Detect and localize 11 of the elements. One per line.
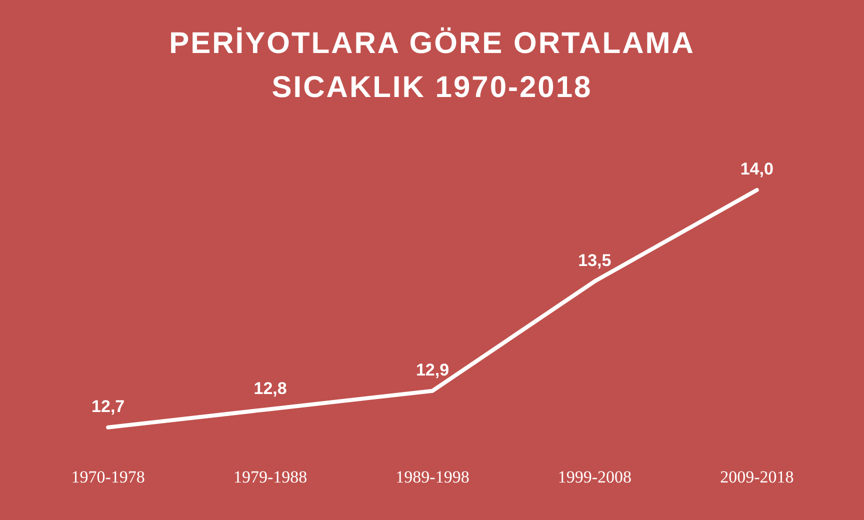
data-label: 12,8 [254, 378, 287, 398]
x-tick-label: 1979-1988 [233, 467, 308, 486]
data-label: 13,5 [578, 250, 612, 270]
data-label: 12,7 [92, 397, 125, 416]
x-tick-label: 1970-1978 [71, 467, 145, 486]
data-label: 14,0 [740, 160, 774, 179]
chart-title: PERİYOTLARA GÖRE ORTALAMA SICAKLIK 1970-2018 [168, 26, 696, 106]
data-label: 12,9 [416, 360, 450, 380]
x-tick-label: 1989-1998 [396, 467, 470, 486]
x-tick-label: 2009-2018 [720, 467, 794, 486]
x-tick-label: 1999-2008 [558, 467, 632, 486]
